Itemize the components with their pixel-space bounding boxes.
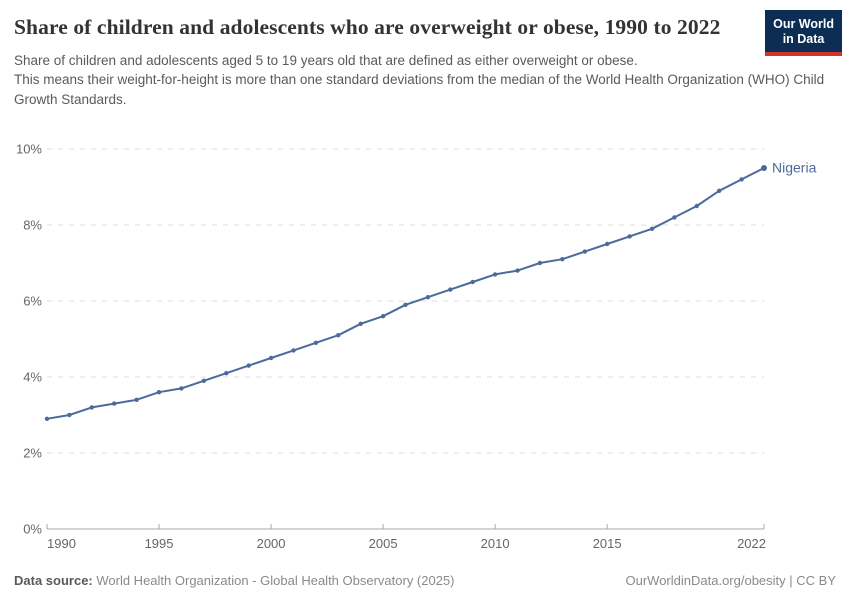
y-axis-tick-label: 2% bbox=[23, 446, 42, 461]
series-nigeria: Nigeria bbox=[44, 160, 817, 421]
data-point-marker bbox=[627, 234, 632, 239]
data-source-text: World Health Organization - Global Healt… bbox=[92, 573, 455, 588]
data-point-marker bbox=[179, 386, 184, 391]
data-source-label: Data source: bbox=[14, 573, 93, 588]
series-end-label: Nigeria bbox=[772, 160, 817, 176]
data-point-marker bbox=[672, 215, 677, 220]
owid-logo-line-2: in Data bbox=[782, 32, 825, 46]
data-point-marker bbox=[761, 165, 767, 171]
data-point-marker bbox=[492, 272, 498, 277]
data-point-marker bbox=[537, 260, 543, 266]
data-point-marker bbox=[246, 363, 251, 368]
data-point-marker bbox=[380, 314, 386, 319]
x-axis-tick-label: 2000 bbox=[257, 536, 286, 551]
data-point-marker bbox=[313, 340, 319, 345]
data-point-marker bbox=[694, 203, 699, 209]
data-point-marker bbox=[605, 241, 610, 247]
data-point-marker bbox=[448, 287, 453, 292]
y-axis-tick-label: 0% bbox=[23, 522, 42, 537]
data-source: Data source: World Health Organization -… bbox=[14, 573, 455, 588]
subtitle-line-2: This means their weight-for-height is mo… bbox=[14, 72, 825, 107]
line-chart: 0% 2% 4% 6% 8% 10% 1990 1995 2000 2005 2010 2015 202… bbox=[16, 142, 817, 552]
y-axis-tick-label: 6% bbox=[23, 294, 42, 309]
page-title: Share of children and adolescents who ar… bbox=[14, 15, 721, 39]
data-point-marker bbox=[425, 295, 431, 300]
chart-subtitle: Share of children and adolescents aged 5… bbox=[14, 51, 836, 108]
chart-footer: Data source: World Health Organization -… bbox=[14, 573, 836, 588]
x-axis-tick-label: 2005 bbox=[369, 536, 398, 551]
data-point-marker bbox=[336, 333, 341, 338]
data-point-marker bbox=[67, 412, 72, 418]
data-point-marker bbox=[560, 257, 565, 262]
y-axis-tick-label: 4% bbox=[23, 370, 42, 385]
data-point-marker bbox=[268, 355, 274, 361]
data-point-marker bbox=[291, 348, 296, 353]
data-point-marker bbox=[156, 390, 162, 395]
subtitle-line-1: Share of children and adolescents aged 5… bbox=[14, 53, 638, 69]
x-axis-tick-label: 2015 bbox=[593, 536, 622, 551]
data-point-marker bbox=[649, 226, 655, 231]
data-point-marker bbox=[89, 405, 95, 410]
owid-logo: Our World in Data bbox=[765, 10, 842, 56]
data-point-marker bbox=[515, 268, 520, 273]
x-axis-tick-label: 2010 bbox=[481, 536, 510, 551]
data-point-marker bbox=[44, 416, 50, 421]
data-point-marker bbox=[717, 188, 722, 193]
y-axis-tick-label: 8% bbox=[23, 218, 42, 233]
data-point-marker bbox=[739, 177, 744, 182]
data-point-marker bbox=[470, 279, 475, 285]
owid-logo-line-1: Our World bbox=[773, 17, 834, 31]
data-point-marker bbox=[224, 371, 229, 376]
x-axis: 1990 1995 2000 2005 2010 2015 2022 bbox=[46, 524, 766, 551]
data-point-marker bbox=[112, 401, 117, 406]
x-axis-tick-label: 2022 bbox=[737, 536, 766, 551]
data-point-marker bbox=[134, 397, 139, 402]
data-point-marker bbox=[201, 378, 206, 383]
x-axis-tick-label: 1990 bbox=[47, 536, 76, 551]
license-credit: OurWorldinData.org/obesity | CC BY bbox=[625, 573, 837, 588]
data-point-marker bbox=[582, 249, 587, 254]
data-point-marker bbox=[358, 321, 363, 326]
data-point-marker bbox=[403, 302, 408, 307]
y-gridlines: 0% 2% 4% 6% 8% 10% bbox=[16, 142, 764, 537]
series-line bbox=[46, 167, 765, 420]
chart-header: Share of children and adolescents who ar… bbox=[14, 14, 836, 109]
y-axis-tick-label: 10% bbox=[16, 142, 42, 157]
x-axis-tick-label: 1995 bbox=[145, 536, 174, 551]
